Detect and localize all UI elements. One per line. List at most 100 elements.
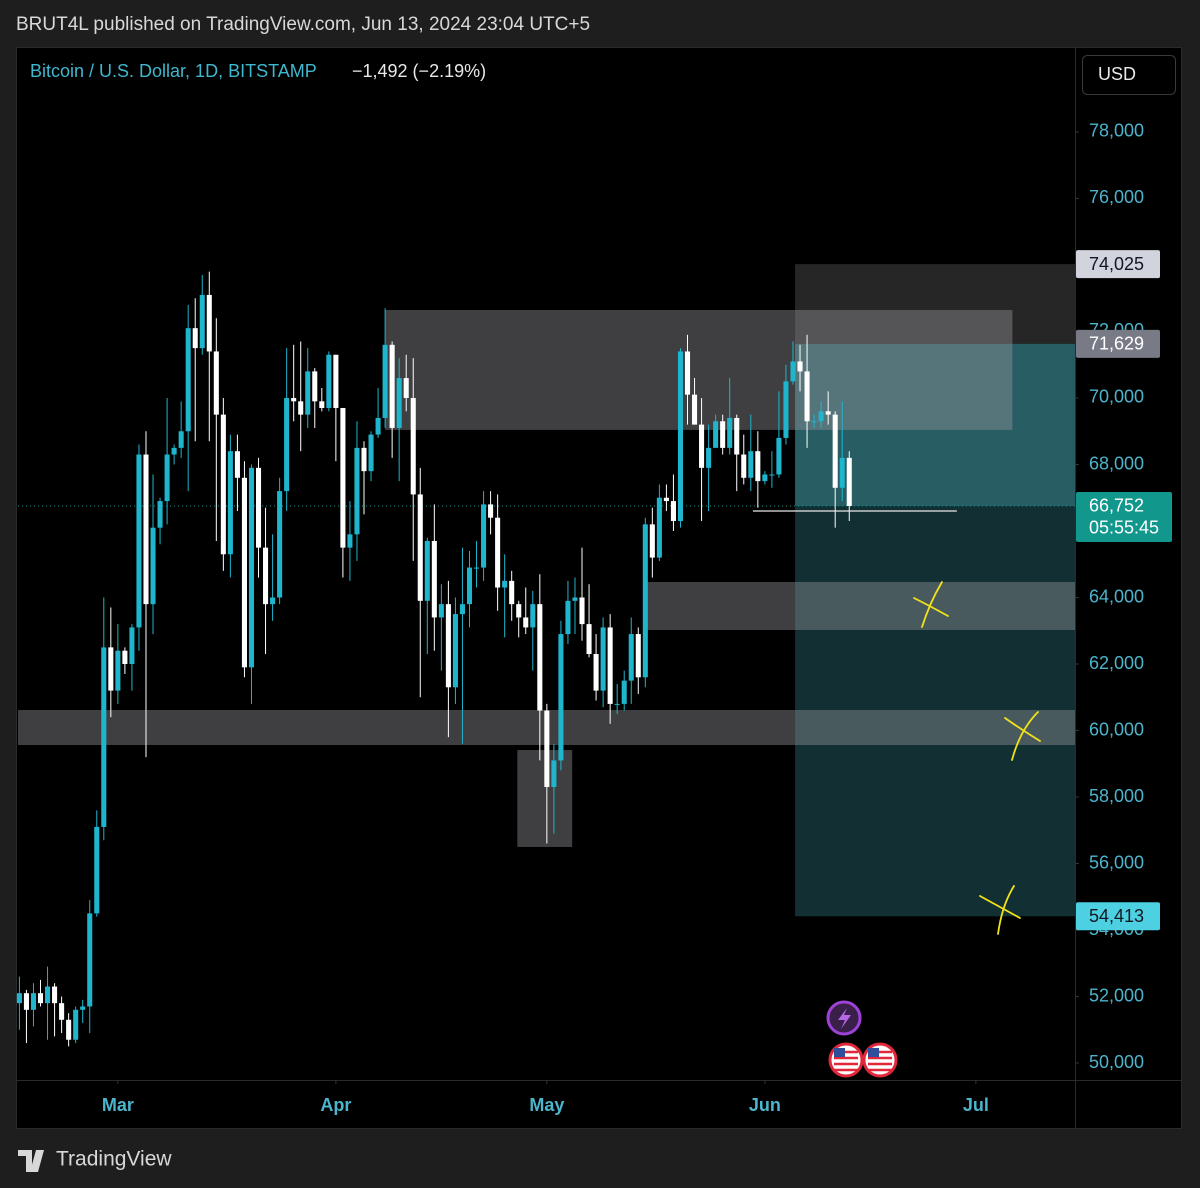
candle-body [192,328,198,349]
candle-body [452,614,458,688]
y-tick-label: 78,000 [1089,121,1144,141]
candle-body [459,604,465,615]
plot [16,264,1075,1047]
candle-body [255,467,262,548]
publisher-line: BRUT4L published on TradingView.com, Jun… [16,14,590,35]
candle-body [241,477,247,668]
candle-body [635,634,641,678]
zone [385,309,1013,430]
candle-body [692,394,698,425]
candle-body [600,627,606,691]
x-tick-label: Jul [963,1095,989,1115]
candle-body [544,710,550,788]
candle-body [220,414,226,555]
candle-body [284,397,290,492]
candle-body [790,361,796,382]
candle-body [565,600,571,635]
candle-body [684,351,691,395]
candle-body [59,1003,65,1020]
candle-body [523,617,529,628]
candle-body [473,567,480,569]
candle-body [811,421,817,423]
candle-body [818,411,824,422]
flag-stripes [834,1050,892,1072]
candle-body [431,540,437,618]
candle-body [670,501,676,522]
candle-body [94,826,100,914]
stop-zone [795,264,1075,344]
candle-body [720,421,726,448]
time-axis: Mar Apr May Jun Jul [102,1080,989,1115]
candle-body [656,497,662,558]
candle-body [319,401,325,408]
y-tick-label: 52,000 [1089,985,1144,1005]
candle-body [101,647,107,827]
candle-body [312,371,318,402]
last-price-box [1076,491,1172,542]
candle-body [234,451,240,478]
candle-body [199,294,205,349]
candle-body [87,913,93,1007]
candle-body [558,634,564,761]
candle-body [45,986,51,1004]
candle-body [551,760,557,788]
brand-logo [18,1150,44,1172]
candle-body [516,604,522,618]
candle-body [649,524,655,558]
candle-body [466,567,473,605]
candle-body [783,381,789,438]
candle-body [375,417,381,435]
position-label-box [1076,902,1160,931]
candle-body [593,654,599,691]
candle-body [403,378,409,398]
candle-body [642,524,648,678]
candle-body [677,351,684,522]
candle-body [537,604,543,711]
candle-body [37,993,44,1004]
candle-body [340,407,346,548]
zone [645,582,1075,630]
candle-body [832,414,838,488]
candle-body [713,421,719,448]
event-icons [826,1000,898,1078]
currency-button[interactable] [1082,55,1176,95]
candle-body [727,417,733,448]
candle-body [769,474,775,476]
candle-body [164,454,170,502]
candle-body [206,294,212,352]
candle-body [755,451,761,482]
position-label: 71,629 [1089,334,1144,354]
candle-body [178,431,184,448]
candle-body [741,454,747,478]
symbol-title: Bitcoin / U.S. Dollar, 1D, BITSTAMP [30,61,317,81]
candle-body [663,497,669,502]
candle-body [354,447,360,535]
currency-label[interactable]: USD [1098,64,1136,84]
candle-body [607,627,613,704]
lightning [838,1008,851,1029]
candle-body [424,540,430,601]
flag-canton [834,1048,845,1057]
candle-body [776,437,782,475]
candle-body [66,1019,72,1040]
cross-mark [979,885,1021,935]
candle-body [804,371,810,422]
candle-body [699,424,705,468]
candle-body [16,993,22,1004]
candle-body [530,604,536,628]
y-tick-label: 70,000 [1089,387,1144,407]
cross-mark [913,581,949,628]
candle-body [502,580,508,588]
candle-body [579,597,585,625]
candle-body [30,993,37,1010]
candle-body [614,703,620,705]
candle-body [23,993,29,1010]
candle-body [368,434,374,472]
candle-body [572,597,578,601]
position-label: 74,025 [1089,254,1144,274]
candle-body [157,501,163,528]
candle-body [326,354,332,408]
candle-body [396,378,402,428]
candle-body [227,451,233,555]
